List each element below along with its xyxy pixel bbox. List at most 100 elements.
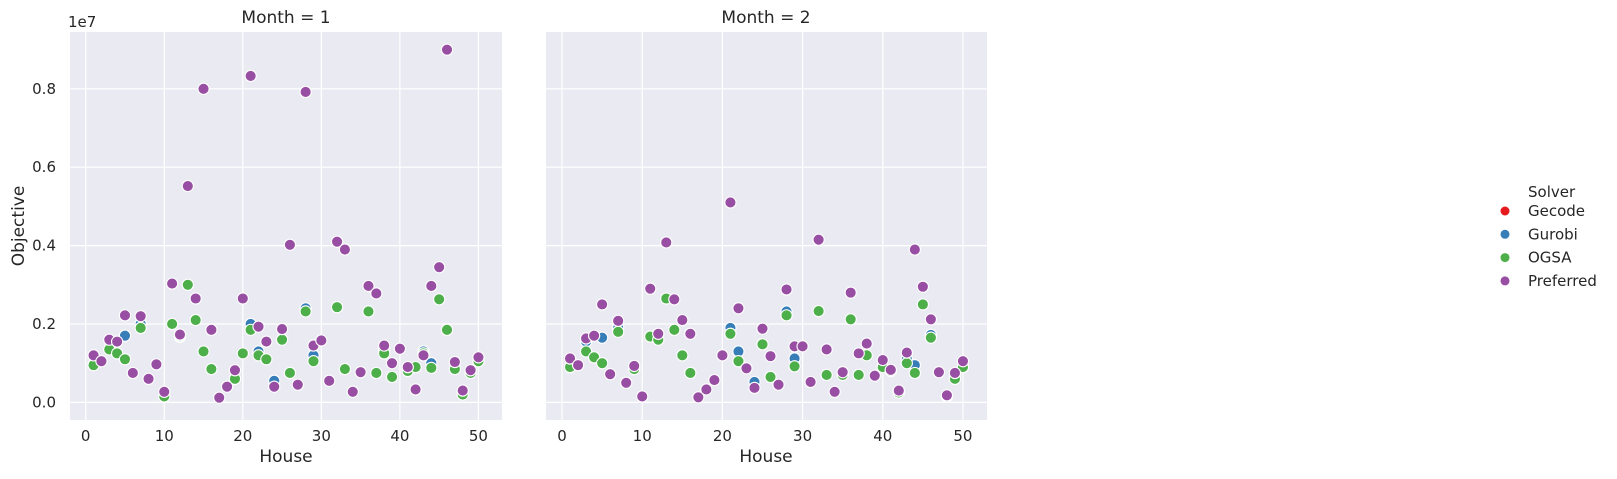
point-preferred bbox=[892, 384, 905, 397]
x-ticks-month-1: 0 10 20 30 40 50 bbox=[81, 427, 488, 445]
point-preferred bbox=[772, 378, 785, 391]
y-tick-label: 0.4 bbox=[32, 237, 56, 255]
y-axis-label: Objective bbox=[9, 186, 29, 267]
x-tick-label: 50 bbox=[953, 427, 972, 445]
point-preferred bbox=[836, 366, 849, 379]
point-ogsa bbox=[788, 360, 801, 373]
point-preferred bbox=[692, 391, 705, 404]
point-preferred bbox=[595, 298, 609, 311]
point-preferred bbox=[378, 339, 391, 352]
legend-marker-gecode bbox=[1500, 206, 1510, 216]
point-preferred bbox=[644, 282, 657, 295]
point-ogsa bbox=[756, 338, 769, 351]
point-ogsa bbox=[440, 323, 454, 337]
point-ogsa bbox=[764, 370, 777, 384]
point-preferred bbox=[852, 347, 865, 360]
point-ogsa bbox=[118, 353, 132, 366]
point-preferred bbox=[724, 196, 737, 209]
legend-label-ogsa: OGSA bbox=[1528, 249, 1572, 267]
point-preferred bbox=[876, 353, 889, 367]
points-month-1 bbox=[87, 43, 485, 404]
point-preferred bbox=[860, 337, 873, 350]
point-preferred bbox=[315, 334, 328, 347]
point-ogsa bbox=[724, 327, 737, 340]
point-preferred bbox=[330, 235, 344, 248]
point-preferred bbox=[244, 69, 257, 83]
point-preferred bbox=[346, 385, 359, 398]
point-preferred bbox=[587, 329, 601, 342]
point-preferred bbox=[740, 362, 753, 375]
y-tick-label: 0.2 bbox=[32, 315, 56, 333]
point-ogsa bbox=[812, 304, 825, 318]
point-preferred bbox=[425, 279, 438, 293]
point-preferred bbox=[213, 391, 226, 404]
panel-month-1: 0 10 20 30 40 50 0.0 0.2 0.4 0.6 0.8 Month = 1 Ho… bbox=[9, 8, 502, 467]
y-ticks-month-1: 0.0 0.2 0.4 0.6 0.8 bbox=[32, 80, 56, 412]
point-preferred bbox=[844, 286, 857, 299]
point-preferred bbox=[700, 383, 713, 396]
point-preferred bbox=[134, 309, 147, 323]
point-ogsa bbox=[197, 345, 210, 358]
point-preferred bbox=[236, 292, 249, 305]
point-preferred bbox=[812, 233, 825, 246]
point-preferred bbox=[603, 367, 617, 381]
point-preferred bbox=[401, 360, 414, 374]
point-preferred bbox=[916, 280, 930, 293]
point-ogsa bbox=[668, 323, 681, 337]
point-preferred bbox=[900, 346, 913, 359]
point-ogsa bbox=[684, 366, 697, 380]
point-preferred bbox=[181, 179, 194, 193]
x-ticks-month-2: 0 10 20 30 40 50 bbox=[557, 427, 972, 445]
point-ogsa bbox=[385, 370, 399, 384]
point-preferred bbox=[780, 283, 793, 296]
point-ogsa bbox=[189, 313, 202, 327]
point-ogsa bbox=[924, 331, 938, 344]
point-ogsa bbox=[780, 309, 793, 322]
y-tick-label: 0.8 bbox=[32, 80, 56, 98]
x-tick-label: 0 bbox=[557, 427, 567, 445]
point-preferred bbox=[708, 373, 721, 387]
point-preferred bbox=[612, 314, 625, 327]
point-preferred bbox=[820, 343, 833, 356]
point-ogsa bbox=[260, 353, 273, 366]
point-preferred bbox=[126, 366, 139, 380]
point-preferred bbox=[362, 279, 375, 293]
plot-area-month-1 bbox=[70, 32, 502, 420]
point-ogsa bbox=[908, 366, 921, 380]
point-ogsa bbox=[165, 317, 179, 331]
point-preferred bbox=[197, 82, 210, 95]
y-offset-label: 1e7 bbox=[68, 13, 96, 31]
point-preferred bbox=[660, 236, 673, 249]
point-preferred bbox=[150, 358, 163, 371]
point-ogsa bbox=[362, 305, 375, 318]
point-preferred bbox=[110, 335, 124, 348]
point-preferred bbox=[828, 385, 841, 398]
point-ogsa bbox=[181, 278, 194, 291]
point-preferred bbox=[165, 277, 179, 290]
point-ogsa bbox=[900, 357, 913, 370]
point-preferred bbox=[716, 349, 729, 362]
point-ogsa bbox=[205, 362, 218, 376]
x-tick-label: 10 bbox=[155, 427, 174, 445]
legend-title: Solver bbox=[1528, 183, 1576, 201]
point-preferred bbox=[354, 366, 367, 379]
point-preferred bbox=[189, 292, 202, 305]
x-tick-label: 20 bbox=[713, 427, 732, 445]
point-ogsa bbox=[275, 333, 289, 346]
legend-label-gurobi: Gurobi bbox=[1528, 225, 1578, 243]
point-preferred bbox=[228, 364, 242, 377]
point-preferred bbox=[956, 355, 970, 368]
point-preferred bbox=[283, 238, 297, 251]
point-preferred bbox=[472, 351, 485, 364]
point-ogsa bbox=[299, 305, 312, 318]
point-ogsa bbox=[425, 361, 438, 375]
point-preferred bbox=[142, 372, 155, 385]
point-preferred bbox=[684, 327, 697, 340]
point-ogsa bbox=[236, 347, 249, 360]
point-ogsa bbox=[330, 300, 344, 314]
x-tick-label: 10 bbox=[633, 427, 652, 445]
point-ogsa bbox=[612, 325, 625, 338]
point-preferred bbox=[668, 293, 681, 306]
point-preferred bbox=[158, 385, 171, 398]
